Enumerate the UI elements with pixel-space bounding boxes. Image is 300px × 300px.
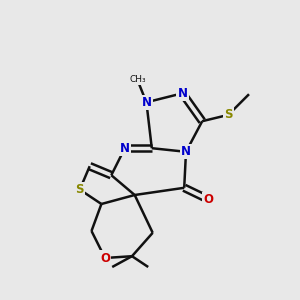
- Text: N: N: [181, 145, 191, 158]
- Text: S: S: [76, 183, 84, 196]
- Text: S: S: [224, 108, 232, 122]
- Text: N: N: [177, 87, 188, 100]
- Text: N: N: [141, 96, 152, 109]
- Text: O: O: [203, 193, 214, 206]
- Text: CH₃: CH₃: [129, 75, 146, 84]
- Text: N: N: [120, 142, 130, 155]
- Text: O: O: [100, 251, 110, 265]
